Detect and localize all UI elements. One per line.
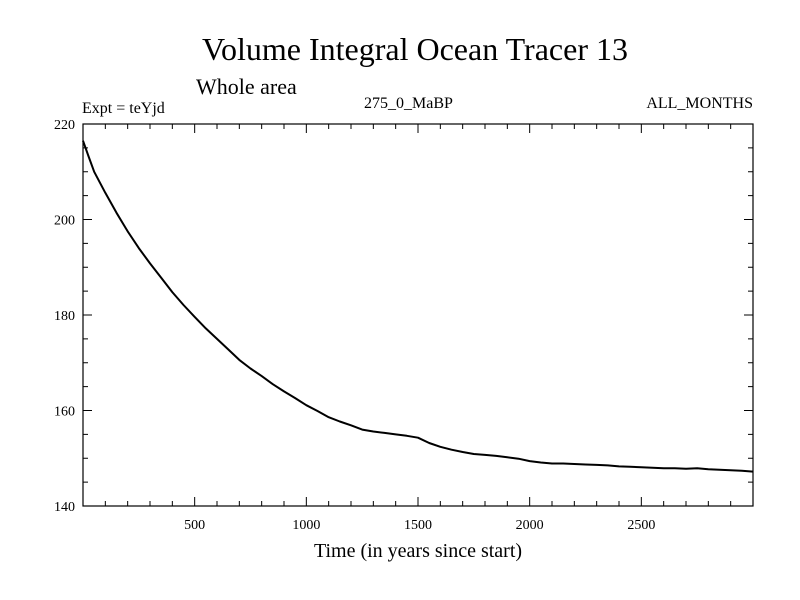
chart-subtitle: Whole area <box>196 74 297 99</box>
period-label: 275_0_MaBP <box>364 95 453 112</box>
chart-title: Volume Integral Ocean Tracer 13 <box>202 31 628 67</box>
series-line <box>82 140 754 473</box>
x-tick-label: 2000 <box>516 518 544 533</box>
x-tick-labels: 500 1000 1500 2000 2500 <box>184 518 655 533</box>
y-tick-label: 220 <box>54 118 75 133</box>
x-tick-label: 1000 <box>292 518 320 533</box>
y-tick-labels: 140 160 180 200 220 <box>54 118 75 515</box>
y-tick-label: 160 <box>54 405 75 420</box>
axis-ticks <box>83 124 753 506</box>
x-axis-label: Time (in years since start) <box>314 540 522 562</box>
experiment-label: Expt = teYjd <box>82 100 165 117</box>
y-tick-label: 200 <box>54 214 75 229</box>
x-tick-label: 1500 <box>404 518 432 533</box>
y-tick-label: 140 <box>54 500 75 515</box>
plot-frame <box>82 123 754 507</box>
x-tick-label: 500 <box>184 518 205 533</box>
months-label: ALL_MONTHS <box>646 95 753 112</box>
x-tick-label: 2500 <box>627 518 655 533</box>
y-tick-label: 180 <box>54 309 75 324</box>
series-group <box>82 140 754 473</box>
